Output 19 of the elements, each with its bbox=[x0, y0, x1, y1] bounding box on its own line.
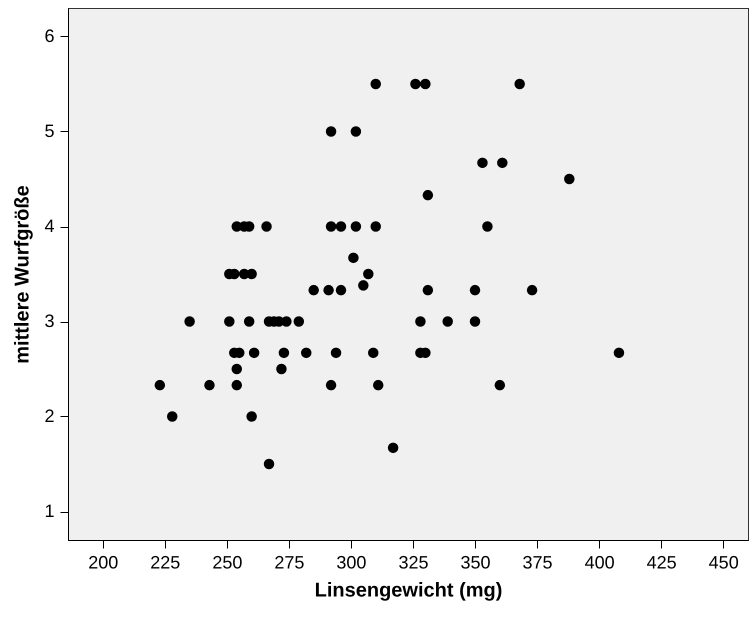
y-tick-label: 1 bbox=[44, 501, 54, 521]
x-axis-title: Linsengewicht (mg) bbox=[314, 580, 502, 602]
x-tick-label: 350 bbox=[460, 552, 491, 572]
y-tick-label: 3 bbox=[44, 311, 54, 331]
x-tick-label: 275 bbox=[274, 552, 304, 572]
y-tick-label: 4 bbox=[44, 216, 54, 236]
x-tick-label: 400 bbox=[584, 552, 615, 572]
x-tick-label: 225 bbox=[150, 552, 180, 572]
x-tick-label: 325 bbox=[398, 552, 428, 572]
x-tick-label: 375 bbox=[522, 552, 553, 572]
x-tick-label: 300 bbox=[336, 552, 366, 572]
x-tick-label: 425 bbox=[646, 552, 677, 572]
y-tick-label: 5 bbox=[44, 121, 54, 141]
x-tick-label: 200 bbox=[88, 552, 118, 572]
x-tick-label: 250 bbox=[212, 552, 242, 572]
y-axis-title: mittlere Wurfgröße bbox=[11, 185, 34, 364]
x-tick-label: 450 bbox=[708, 552, 739, 572]
y-tick-label: 6 bbox=[44, 26, 54, 46]
y-tick-label: 2 bbox=[44, 406, 54, 426]
